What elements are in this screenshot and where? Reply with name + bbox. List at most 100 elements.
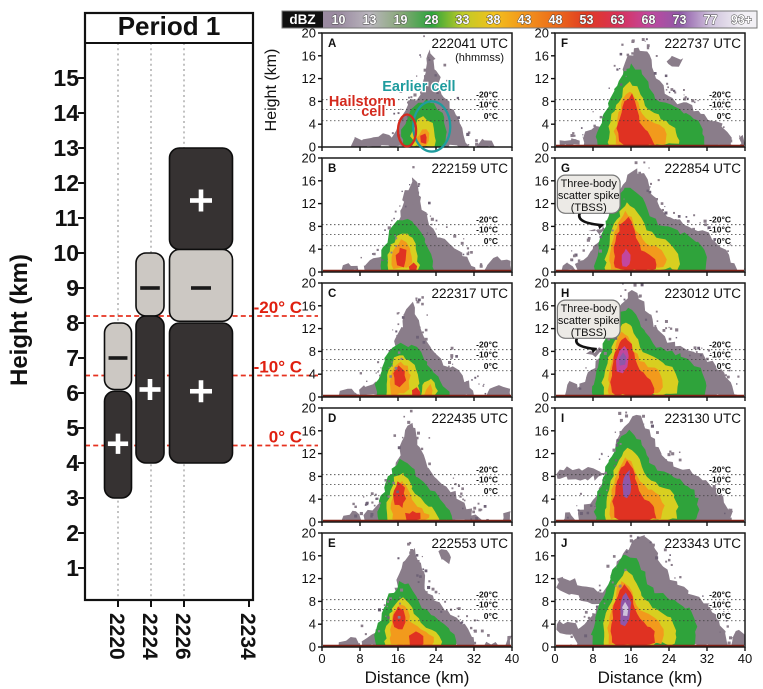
time-tick-label: 2224 [138, 613, 161, 660]
y-tick-label: 16 [535, 548, 549, 563]
plus-charge-symbol [198, 189, 204, 212]
minus-charge-symbol [140, 286, 160, 290]
panel-temperature-label: 0°C [717, 486, 731, 496]
y-tick-label: 12 [535, 71, 549, 86]
y-tick-label: 8 [309, 594, 316, 609]
tbss-arrowhead [590, 348, 597, 354]
y-tick-label: 8 [542, 594, 549, 609]
panel-temperature-label: -20°C [476, 90, 498, 100]
x-tick-label: 24 [662, 651, 676, 666]
charge-region-box [135, 252, 165, 317]
storm-echo-layers [323, 166, 512, 272]
radar-panel-frame [554, 32, 746, 148]
plus-charge-symbol [147, 379, 153, 400]
temperature-line-label: 0° C [269, 428, 302, 447]
panel-letter: C [328, 288, 336, 300]
colorbar-tick-label: 38 [487, 13, 501, 27]
panel-time: 222041 UTC [431, 36, 508, 51]
colorbar-gradient [323, 11, 757, 28]
cell-annotation-text: cell [361, 104, 385, 120]
y-tick-label: 0 [542, 265, 549, 280]
y-tick-label: 20 [535, 151, 549, 166]
colorbar-tick-label: 13 [363, 13, 377, 27]
x-axis-label: Distance (km) [365, 668, 470, 687]
panel-letter: E [328, 538, 336, 550]
panel-time: 222854 UTC [664, 161, 741, 176]
panel-temperature-label: -10°C [476, 224, 498, 234]
y-tick-label: 16 [535, 173, 549, 188]
y-tick-label: 4 [66, 450, 79, 476]
radar-panel-frame [321, 282, 513, 398]
y-tick-label: 4 [309, 617, 316, 632]
storm-echo-layers [323, 409, 511, 522]
radar-panel-H: -20°C-10°C 0°C 0 4 8 12 16 20 H 223012 UTC Three-b… [535, 276, 746, 405]
panel-temperature-label: -10°C [709, 99, 731, 109]
plus-charge-symbol [115, 433, 121, 454]
y-tick-label: 16 [302, 298, 316, 313]
panel-time: 222737 UTC [664, 36, 741, 51]
y-tick-label: 0 [542, 140, 549, 155]
minus-charge-symbol [191, 286, 211, 290]
panel-temperature-label: -10°C [476, 474, 498, 484]
panel-time: 223130 UTC [664, 411, 741, 426]
colorbar-tick-label: 10 [332, 13, 346, 27]
y-tick-label: 12 [535, 446, 549, 461]
y-tick-label: 0 [309, 265, 316, 280]
radar-panel-frame [321, 407, 513, 523]
x-tick-label: 16 [624, 651, 638, 666]
y-tick-label: 5 [66, 415, 79, 441]
colorbar-dbz-segment [282, 11, 323, 28]
tbss-callout-box [556, 299, 621, 339]
radar-panel-frame [554, 532, 746, 648]
panel-temperature-label: -20°C [476, 590, 498, 600]
y-tick-label: 4 [542, 367, 549, 382]
storm-echo-layers [556, 411, 744, 522]
y-tick-label: 16 [302, 48, 316, 63]
panel-time: 222159 UTC [431, 161, 508, 176]
panel-letter: F [561, 38, 568, 50]
y-tick-label: 8 [309, 94, 316, 109]
y-tick-label: 16 [302, 173, 316, 188]
panel-temperature-label: -10°C [709, 224, 731, 234]
x-axis-label: Distance (km) [598, 668, 703, 687]
panel-letter: A [328, 38, 336, 50]
time-tick-label: 2226 [171, 613, 194, 660]
radar-panel-I: -20°C-10°C 0°C 0 4 8 12 16 20 I 223130 UTC [535, 401, 746, 530]
tbss-callout-box [556, 174, 621, 214]
y-tick-label: 20 [302, 401, 316, 416]
panel-time: 222435 UTC [431, 411, 508, 426]
y-tick-label: 0 [309, 140, 316, 155]
panel-letter: G [561, 163, 570, 175]
cell-annotation-text: Hailstorm [329, 94, 396, 110]
y-tick-label: 0 [309, 390, 316, 405]
radar-y-axis-label: Height (km) [263, 49, 280, 132]
tbss-callout-text: (TBSS) [571, 327, 607, 339]
panel-temperature-label: -10°C [476, 599, 498, 609]
y-tick-label: 0 [309, 640, 316, 655]
tbss-callout-text: Three-body [561, 178, 618, 190]
x-tick-label: 32 [700, 651, 714, 666]
y-tick-label: 4 [309, 242, 316, 257]
panel-temperature-label: -10°C [709, 599, 731, 609]
y-tick-label: 16 [535, 298, 549, 313]
y-tick-label: 4 [309, 492, 316, 507]
y-tick-label: 20 [535, 26, 549, 41]
colorbar-tick-label: 77 [704, 13, 718, 27]
y-tick-label: 20 [302, 26, 316, 41]
temperature-line-label: -20° C [254, 298, 302, 317]
y-tick-label: 13 [53, 135, 79, 161]
y-tick-label: 12 [53, 170, 79, 196]
radar-panel-frame [554, 282, 746, 398]
temperature-line-label: -10° C [254, 358, 302, 377]
panel-temperature-label: 0°C [717, 111, 731, 121]
y-tick-label: 12 [535, 571, 549, 586]
colorbar-tick-label: 48 [549, 13, 563, 27]
y-tick-label: 4 [309, 367, 316, 382]
panel-temperature-label: -20°C [709, 340, 731, 350]
panel-temperature-label: -10°C [476, 99, 498, 109]
colorbar-tick-label: 63 [611, 13, 625, 27]
colorbar-tick-label: 19 [394, 13, 408, 27]
colorbar-tick-label: 68 [642, 13, 656, 27]
x-tick-label: 8 [356, 651, 363, 666]
